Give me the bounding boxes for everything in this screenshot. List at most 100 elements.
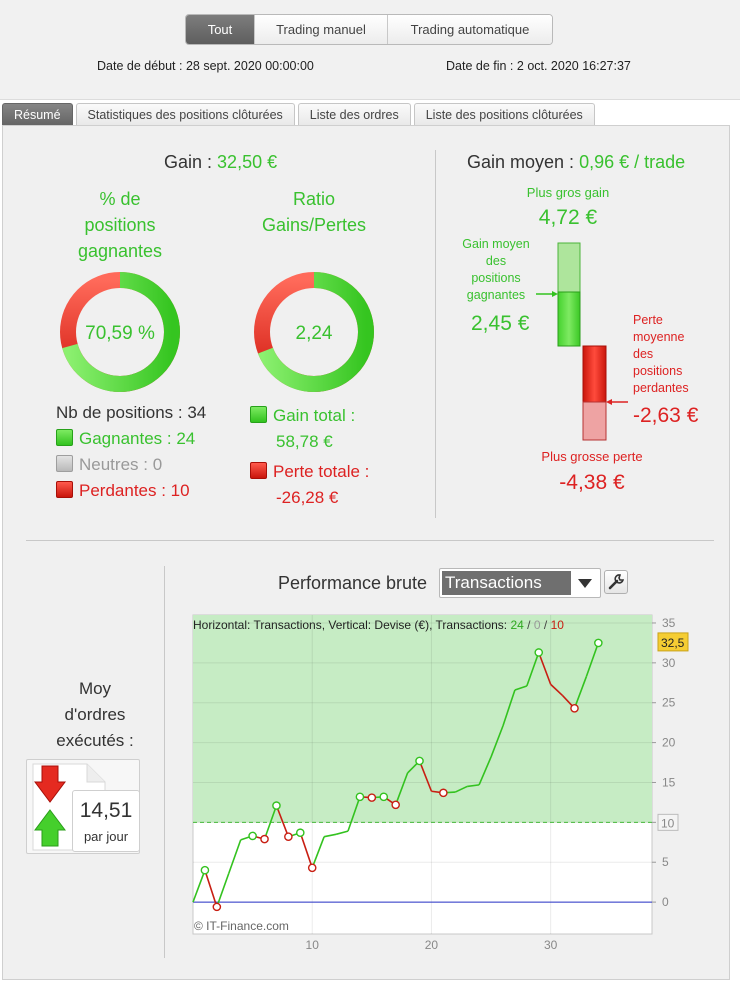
win-segment — [478, 756, 492, 786]
avg-loss-label-line: Perte — [633, 313, 663, 327]
winning-label: Gagnantes : 24 — [79, 429, 196, 448]
data-point — [367, 793, 377, 802]
ratio-value: 2,24 — [296, 323, 333, 344]
y-tick-label: 5 — [662, 855, 669, 869]
data-point — [570, 704, 579, 713]
mode-all-button[interactable]: Tout — [186, 15, 254, 44]
data-point — [200, 865, 210, 875]
avg-loss-label: Perte moyenne des positions perdantes — [633, 312, 689, 397]
win-segment — [263, 805, 278, 840]
chevron-down-icon — [578, 579, 592, 588]
tab-orders[interactable]: Liste des ordres — [297, 103, 411, 125]
ratio-donut-win — [254, 272, 374, 392]
total-gain-value: 58,78 € — [276, 432, 333, 451]
win-segment — [467, 784, 480, 788]
tab-summary[interactable]: Résumé — [2, 103, 73, 125]
buy-arrow-icon — [34, 809, 66, 847]
chart-header-sep: / — [541, 618, 551, 632]
avg-loss-label-line: positions — [633, 364, 683, 378]
avg-gain-value: 0,96 € / trade — [579, 152, 686, 172]
win-segment — [228, 839, 242, 874]
gain-heading: Gain : 32,50 € — [164, 152, 277, 173]
tab-closed-stats[interactable]: Statistiques des positions clôturées — [75, 103, 295, 125]
biggest-gain-label: Plus gros gain — [526, 185, 610, 200]
total-gain-swatch — [250, 406, 267, 423]
avg-win-bar — [557, 291, 581, 347]
sell-arrow-icon — [34, 765, 66, 803]
data-point — [415, 756, 424, 766]
data-point — [272, 801, 281, 810]
reference-label: 10 — [661, 816, 675, 830]
win-pct-title-line: % de — [99, 189, 141, 209]
neutral-positions: Neutres : 0 — [56, 455, 162, 475]
profit-zone — [193, 615, 652, 823]
chart-header-prefix: Horizontal: Transactions, Vertical: Devi… — [193, 618, 507, 632]
loss-segment — [537, 652, 552, 685]
biggest-loss-bar — [582, 401, 607, 441]
ratio-title-line: Ratio — [292, 189, 336, 209]
orders-value: 14,51 — [79, 799, 133, 822]
tab-bar: Résumé Statistiques des positions clôtur… — [2, 103, 598, 125]
performance-chart: 10 20 30 0 5 15 20 25 30 35 10 32,5 Horizontal: Tr… — [192, 614, 689, 952]
y-tick-label: 0 — [662, 895, 669, 909]
end-date-label: Date de fin : — [446, 59, 514, 73]
end-date-value: 2 oct. 2020 16:27:37 — [516, 59, 631, 73]
chart-header-sep: / — [524, 618, 534, 632]
avg-gain-label: Gain moyen : — [467, 152, 575, 172]
y-tick-label: 25 — [662, 696, 676, 710]
gain-value: 32,50 € — [217, 152, 278, 172]
y-tick-label: 20 — [662, 736, 676, 750]
mode-auto-button[interactable]: Trading automatique — [387, 15, 552, 44]
win-segment — [490, 725, 504, 758]
data-point — [307, 863, 317, 873]
win-segment — [502, 689, 516, 727]
chart-grid — [192, 614, 653, 935]
section-divider — [26, 540, 714, 541]
win-segment — [585, 642, 600, 677]
avg-gain-heading: Gain moyen : 0,96 € / trade — [467, 152, 685, 173]
tab-closed-positions[interactable]: Liste des positions clôturées — [413, 103, 595, 125]
wrench-icon — [608, 574, 625, 590]
losing-label: Perdantes : 10 — [79, 481, 190, 500]
avg-loss-value: -2,63 € — [633, 404, 699, 427]
end-date: Date de fin : 2 oct. 2020 16:27:37 — [446, 59, 631, 73]
total-gain: Gain total : 58,78 € — [250, 403, 355, 455]
win-segment — [454, 785, 468, 793]
x-tick-label: 10 — [306, 938, 320, 952]
avg-loss-bar — [582, 345, 607, 403]
data-point — [248, 831, 257, 841]
performance-axis-select[interactable]: Transactions — [439, 568, 601, 598]
performance-axis-value: Transactions — [442, 571, 571, 595]
total-gain-label: Gain total : — [273, 406, 356, 425]
summary-divider — [435, 150, 436, 518]
neutral-label: Neutres : 0 — [79, 455, 163, 474]
x-tick-label: 30 — [544, 938, 558, 952]
data-point — [295, 828, 305, 838]
data-point — [212, 902, 222, 912]
win-pct-title-line: positions — [84, 215, 156, 235]
orders-value-box: 14,51 par jour — [72, 790, 140, 852]
loss-segment — [550, 683, 564, 697]
data-point — [260, 834, 269, 844]
orders-label-line: exécutés : — [56, 731, 134, 750]
orders-unit: par jour — [83, 829, 129, 844]
biggest-gain-value: 4,72 € — [538, 206, 598, 229]
y-tick-label: 30 — [662, 656, 676, 670]
avg-loss-label-line: perdantes — [633, 381, 689, 395]
win-segment — [526, 652, 540, 687]
orders-arrows — [34, 765, 66, 847]
win-segment — [216, 873, 230, 908]
avg-win-label-line: Gain moyen — [462, 237, 530, 251]
total-loss-label: Perte totale : — [273, 462, 370, 481]
y-tick-label: 35 — [662, 616, 676, 630]
win-segment — [323, 833, 337, 838]
settings-button[interactable] — [604, 570, 628, 594]
avg-win-label-line: gagnantes — [466, 288, 526, 302]
win-segment — [335, 830, 349, 836]
data-point — [284, 832, 293, 842]
mode-manual-button[interactable]: Trading manuel — [254, 15, 387, 44]
y-axis-ticks: 0 5 15 20 25 30 35 10 32,5 — [652, 616, 689, 909]
biggest-loss-label: Plus grosse perte — [541, 449, 643, 464]
losing-positions: Perdantes : 10 — [56, 481, 190, 501]
total-loss-value: -26,28 € — [276, 488, 339, 507]
